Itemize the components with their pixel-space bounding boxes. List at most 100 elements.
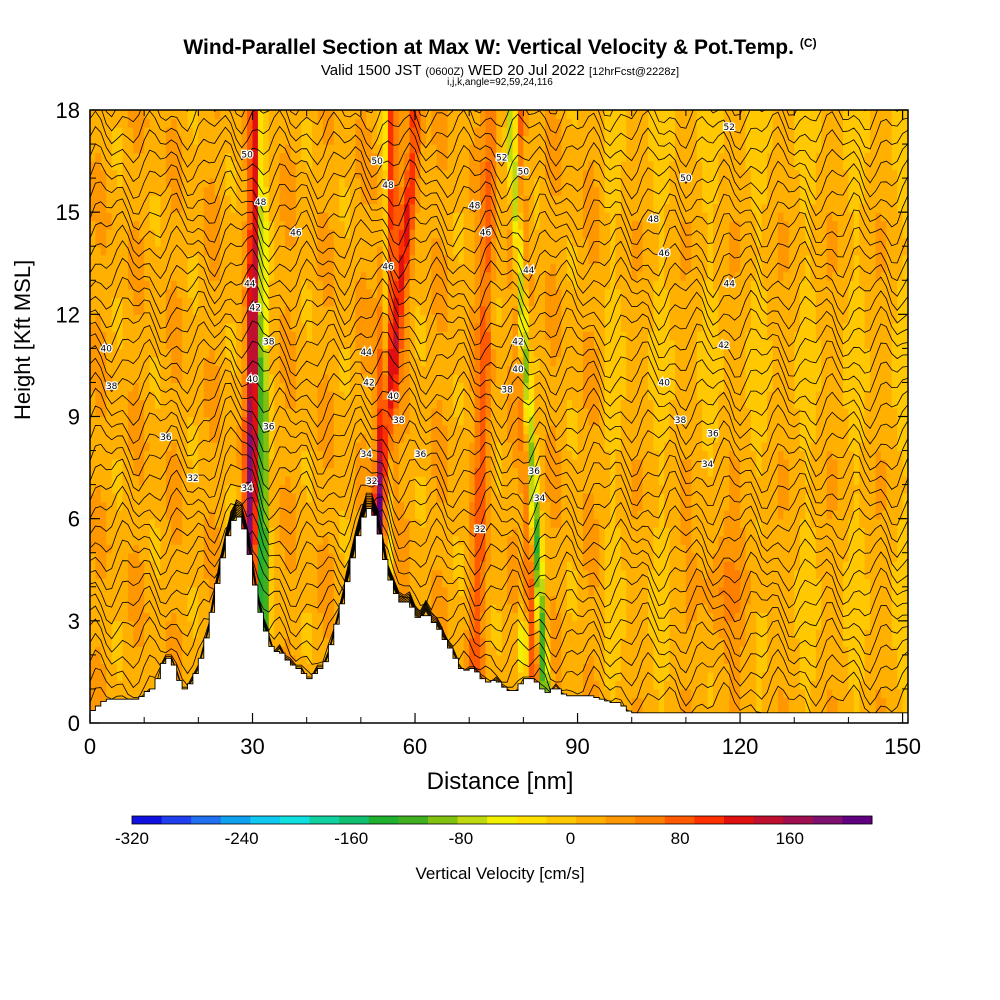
velocity-cell [339,502,345,511]
velocity-cell [328,382,334,391]
velocity-cell [177,348,183,357]
velocity-cell [280,459,286,468]
velocity-cell [280,417,286,426]
velocity-cell [399,340,405,349]
velocity-cell [372,178,378,187]
velocity-cell [290,459,296,468]
velocity-cell [182,629,188,638]
velocity-cell [263,357,269,366]
velocity-cell [160,442,166,451]
velocity-cell [106,272,112,281]
velocity-cell [198,561,204,570]
velocity-cell [95,357,101,366]
velocity-cell [198,382,204,391]
velocity-cell [448,306,454,315]
velocity-cell [307,297,313,306]
velocity-cell [263,161,269,170]
velocity-cell [177,255,183,264]
velocity-cell [144,212,150,221]
velocity-cell [318,365,324,374]
velocity-cell [95,527,101,536]
velocity-cell [318,561,324,570]
velocity-cell [328,536,334,545]
velocity-cell [242,170,248,179]
velocity-cell [399,323,405,332]
velocity-cell [415,221,421,230]
velocity-cell [415,570,421,579]
velocity-cell [296,195,302,204]
velocity-cell [117,110,123,119]
velocity-cell [458,417,464,426]
velocity-cell [393,340,399,349]
velocity-cell [182,536,188,545]
velocity-cell [106,297,112,306]
velocity-cell [90,119,96,128]
velocity-cell [112,451,118,460]
velocity-cell [231,468,237,477]
velocity-cell [339,187,345,196]
velocity-cell [415,289,421,298]
velocity-cell [171,561,177,570]
velocity-cell [128,357,134,366]
velocity-cell [442,144,448,153]
velocity-cell [160,272,166,281]
velocity-cell [204,238,210,247]
velocity-cell [285,451,291,460]
velocity-cell [150,663,156,672]
velocity-cell [220,314,226,323]
velocity-cell [95,408,101,417]
velocity-cell [144,502,150,511]
velocity-cell [101,553,107,562]
velocity-cell [209,365,215,374]
velocity-cell [112,306,118,315]
velocity-cell [198,391,204,400]
velocity-cell [182,263,188,272]
velocity-cell [171,578,177,587]
velocity-cell [280,187,286,196]
velocity-cell [215,331,221,340]
velocity-cell [150,136,156,145]
velocity-cell [171,246,177,255]
velocity-cell [274,629,280,638]
velocity-cell [437,136,443,145]
velocity-cell [123,195,129,204]
velocity-cell [377,289,383,298]
velocity-cell [171,536,177,545]
velocity-cell [318,221,324,230]
velocity-cell [361,195,367,204]
velocity-cell [177,510,183,519]
velocity-cell [117,442,123,451]
velocity-cell [269,246,275,255]
velocity-cell [204,425,210,434]
velocity-cell [101,212,107,221]
velocity-cell [133,229,139,238]
velocity-cell [106,357,112,366]
velocity-cell [150,655,156,664]
velocity-cell [377,476,383,485]
velocity-cell [383,144,389,153]
velocity-cell [442,127,448,136]
velocity-cell [209,229,215,238]
velocity-cell [355,153,361,162]
velocity-cell [307,289,313,298]
velocity-cell [393,272,399,281]
velocity-cell [339,468,345,477]
velocity-cell [193,297,199,306]
velocity-cell [160,238,166,247]
velocity-cell [247,331,253,340]
velocity-cell [404,289,410,298]
velocity-cell [123,357,129,366]
velocity-cell [420,510,426,519]
velocity-cell [182,638,188,647]
velocity-cell [393,485,399,494]
velocity-cell [133,655,139,664]
velocity-cell [437,340,443,349]
velocity-cell [198,246,204,255]
velocity-cell [150,255,156,264]
velocity-cell [280,374,286,383]
velocity-cell [280,246,286,255]
velocity-cell [399,204,405,213]
velocity-cell [188,178,194,187]
velocity-cell [372,425,378,434]
velocity-cell [355,476,361,485]
